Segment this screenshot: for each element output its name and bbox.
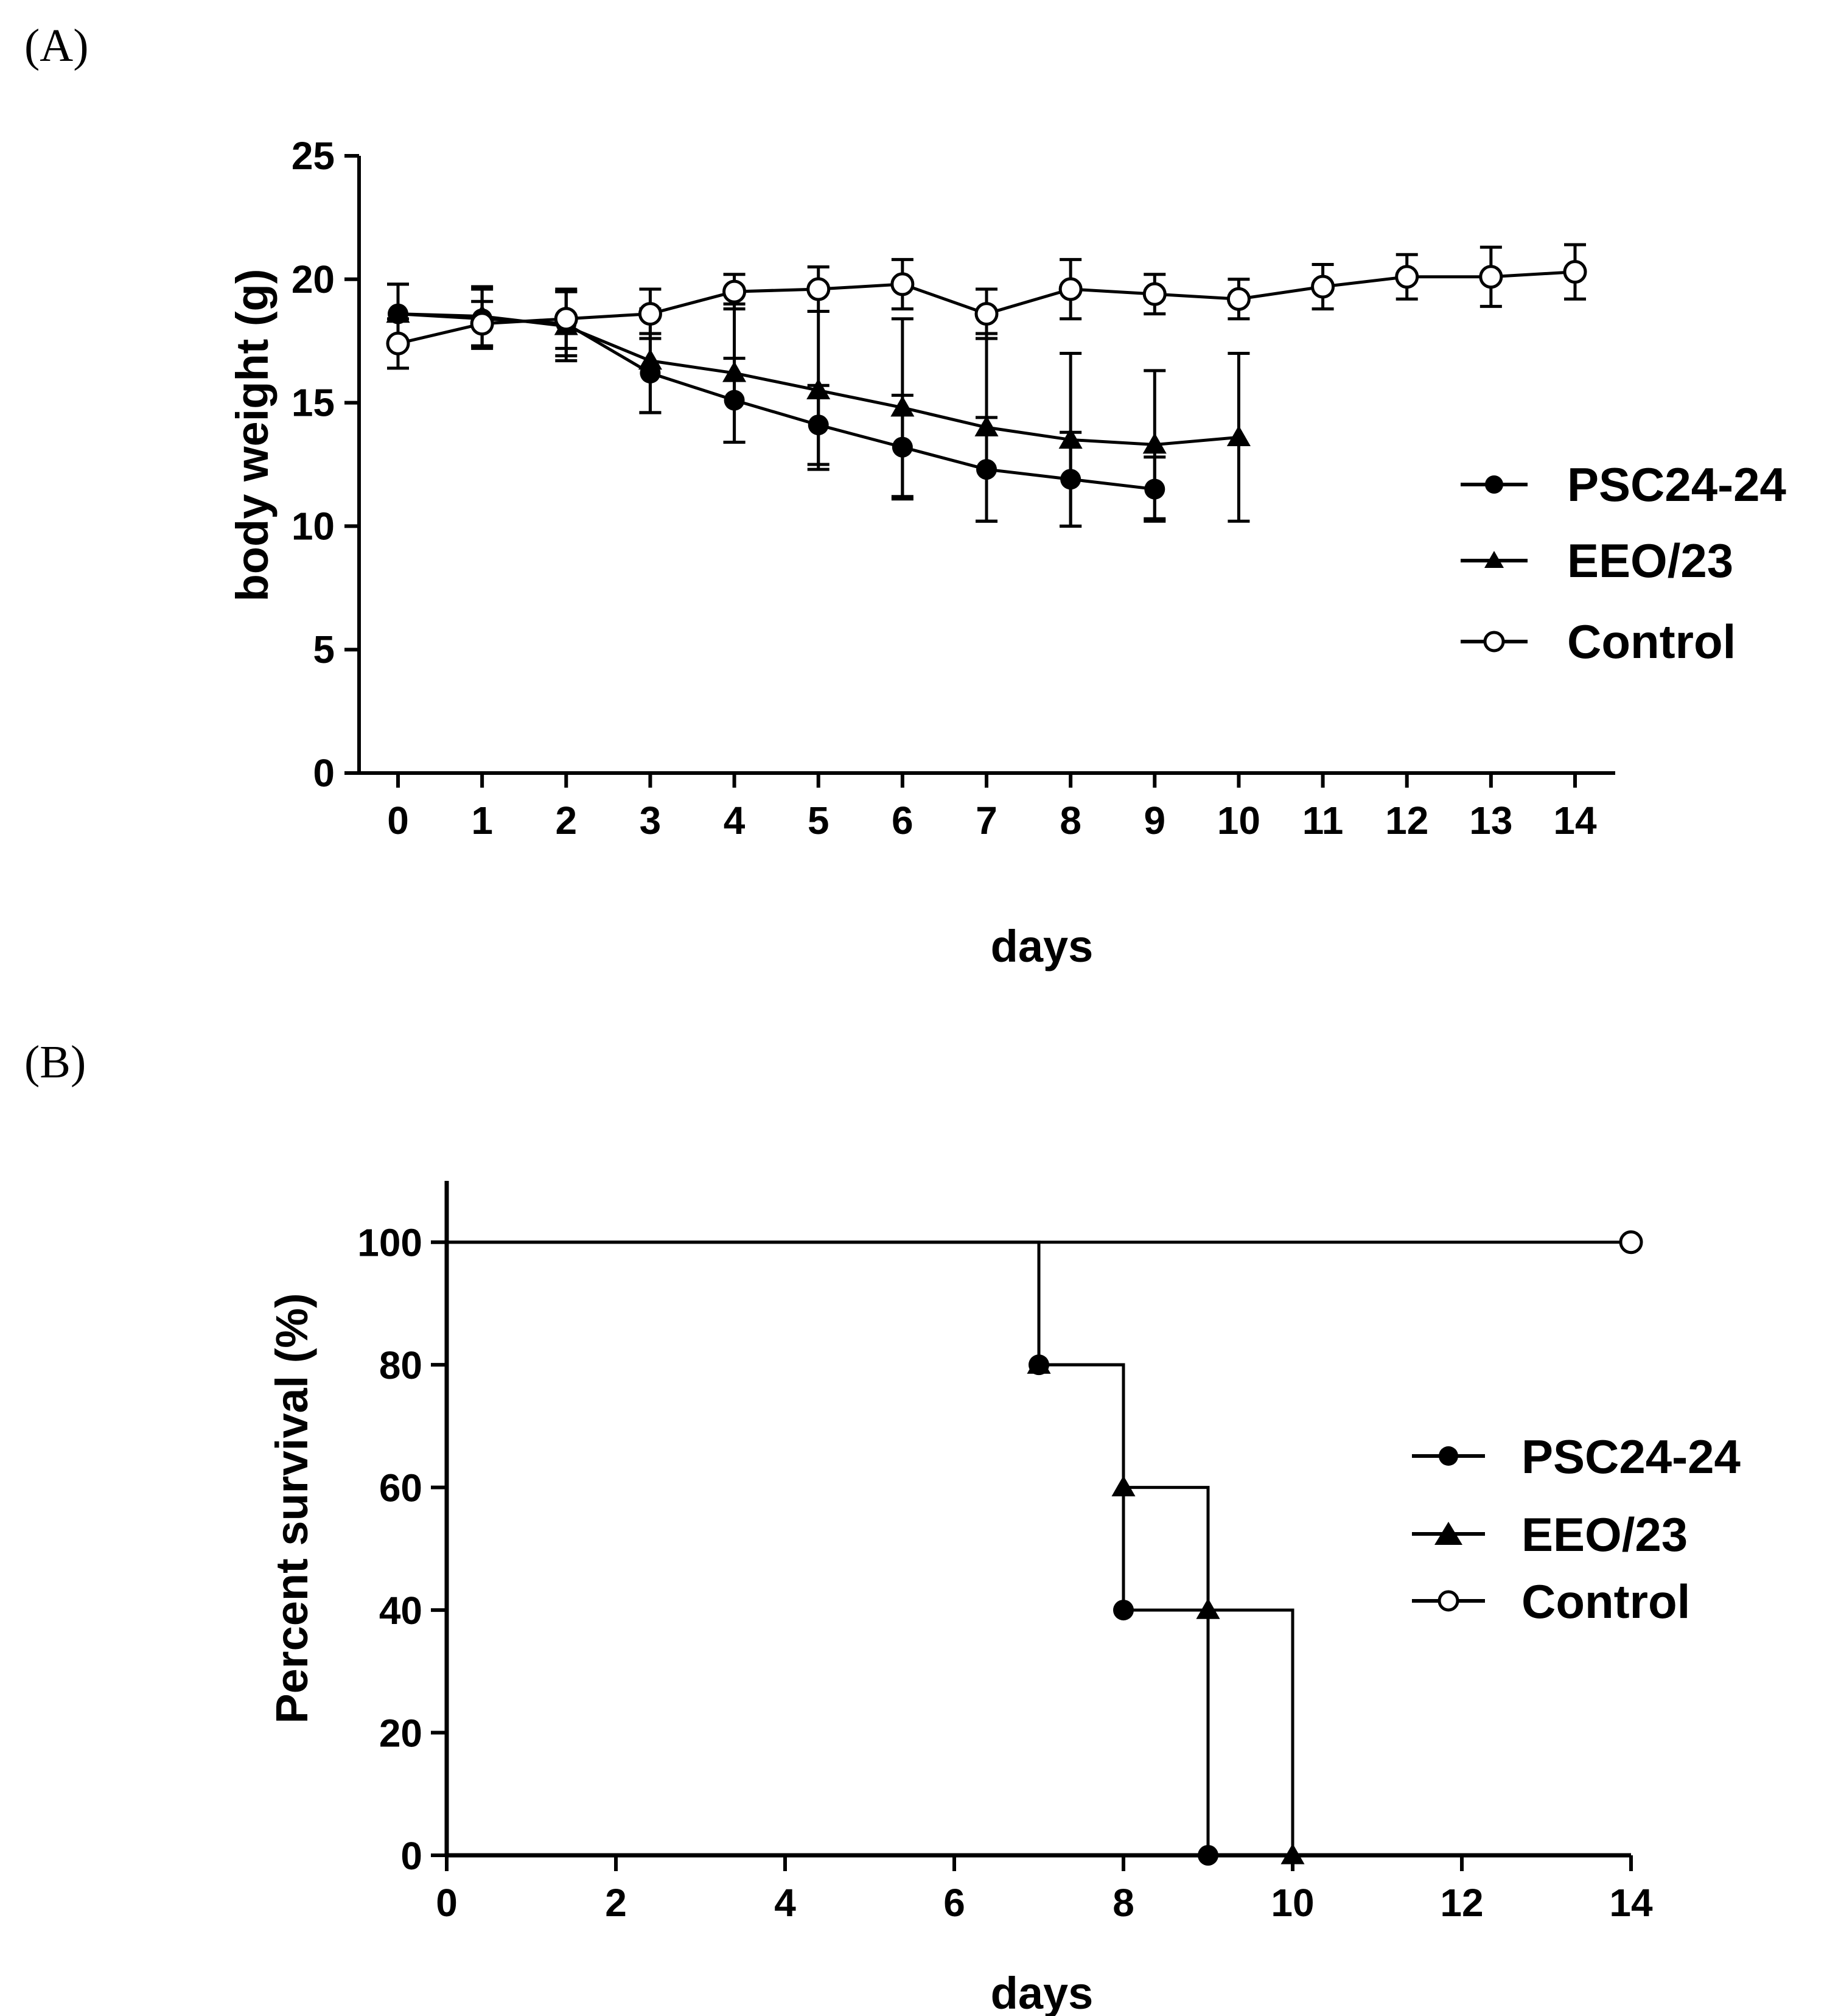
panel-b-y-tick-label: 80 bbox=[379, 1343, 422, 1387]
data-point-eeo-23 bbox=[806, 378, 831, 399]
panel-a-label: (A) bbox=[24, 20, 89, 71]
data-point-eeo-23 bbox=[1111, 1475, 1136, 1497]
data-point-psc24-24 bbox=[1113, 1600, 1134, 1621]
panel-b-legend: PSC24-24 EEO/23 Control bbox=[1412, 1430, 1741, 1628]
panel-b-y-tick-label: 20 bbox=[379, 1712, 422, 1755]
data-point-control bbox=[470, 312, 494, 336]
series-eeo-23 bbox=[447, 1241, 1631, 1864]
panel-a-x-tick-label: 12 bbox=[1385, 799, 1428, 842]
data-point-eeo-23 bbox=[974, 415, 999, 436]
panel-b-axes: 0 20 40 60 80 100 0 2 4 6 8 10 12 14 bbox=[357, 1181, 1653, 1925]
data-point-control bbox=[638, 302, 662, 326]
panel-a-x-tick-label: 4 bbox=[724, 799, 746, 842]
data-point-control bbox=[1311, 275, 1335, 299]
panel-a-x-tick-label: 5 bbox=[808, 799, 830, 842]
data-point-eeo-23 bbox=[1142, 433, 1167, 454]
panel-a-y-tick-label: 0 bbox=[313, 751, 335, 795]
panel-a-x-tick-label: 7 bbox=[976, 799, 997, 842]
panel-a-series bbox=[386, 243, 1587, 528]
legend-a-control-label: Control bbox=[1567, 615, 1736, 668]
panel-a-x-tick-label: 0 bbox=[387, 799, 409, 842]
panel-a-x-tick-label: 9 bbox=[1144, 799, 1165, 842]
panel-b-y-tick-label: 100 bbox=[357, 1221, 422, 1265]
panel-a-x-tick-label: 3 bbox=[640, 799, 662, 842]
panel-a-y-tick-label: 5 bbox=[313, 628, 335, 671]
legend-b-eeo23-label: EEO/23 bbox=[1521, 1508, 1688, 1561]
data-point-eeo-23 bbox=[1058, 427, 1083, 449]
panel-b-x-tick-label: 10 bbox=[1271, 1881, 1314, 1925]
data-point-control bbox=[1226, 287, 1251, 311]
data-point-eeo-23 bbox=[1280, 1843, 1305, 1864]
data-point-control bbox=[1479, 265, 1503, 289]
panel-a-x-tick-label: 13 bbox=[1469, 799, 1512, 842]
panel-a-y-tick-label: 20 bbox=[292, 257, 335, 301]
panel-a-x-tick-label: 8 bbox=[1060, 799, 1081, 842]
legend-a-eeo23-label: EEO/23 bbox=[1567, 534, 1733, 587]
data-point-control bbox=[974, 302, 999, 326]
data-point-eeo-23 bbox=[722, 361, 747, 382]
panel-b-survival: (B) days Percent survival (%) 0204060801… bbox=[24, 1037, 1741, 2016]
panel-b-x-tick-label: 8 bbox=[1113, 1881, 1134, 1925]
legend-b-control-label: Control bbox=[1521, 1575, 1690, 1628]
panel-a-x-tick-label: 6 bbox=[892, 799, 914, 842]
legend-b-psc24-24-marker bbox=[1439, 1446, 1458, 1466]
panel-b-x-tick-label: 0 bbox=[436, 1881, 458, 1925]
data-point-control bbox=[1395, 265, 1419, 289]
panel-a-y-tick-label: 10 bbox=[292, 504, 335, 548]
panel-a-x-tick-label: 1 bbox=[471, 799, 493, 842]
series-control bbox=[447, 1230, 1643, 1255]
panel-b-y-tick-label: 0 bbox=[400, 1834, 422, 1878]
panel-a-y-tick-label: 15 bbox=[292, 381, 335, 425]
panel-b-x-tick-label: 6 bbox=[943, 1881, 965, 1925]
panel-a-x-tick-label: 2 bbox=[555, 799, 577, 842]
data-point-control bbox=[806, 277, 831, 301]
panel-b-y-axis-title: Percent survival (%) bbox=[267, 1293, 317, 1723]
data-point-control bbox=[1619, 1230, 1643, 1255]
series-psc24-24-line bbox=[397, 312, 1155, 491]
panel-b-series bbox=[447, 1230, 1643, 1866]
panel-a-x-tick-label: 14 bbox=[1553, 799, 1597, 842]
panel-a-y-axis-title: body weight (g) bbox=[227, 269, 278, 602]
panel-b-x-tick-label: 14 bbox=[1609, 1881, 1653, 1925]
data-point-eeo-23 bbox=[638, 349, 662, 370]
legend-a-eeo23-marker bbox=[1484, 551, 1504, 568]
data-point-control bbox=[1563, 260, 1587, 284]
legend-b-psc24-24-label: PSC24-24 bbox=[1521, 1430, 1741, 1483]
series-control bbox=[386, 243, 1587, 370]
legend-a-control-marker bbox=[1483, 631, 1505, 653]
legend-b-eeo23-marker bbox=[1434, 1522, 1462, 1545]
data-point-eeo-23 bbox=[1196, 1598, 1220, 1619]
data-point-eeo-23 bbox=[1027, 1353, 1051, 1374]
series-psc24-24 bbox=[387, 282, 1166, 528]
panel-a-legend: PSC24-24 EEO/23 Control bbox=[1461, 458, 1786, 668]
data-point-control bbox=[1058, 277, 1083, 301]
data-point-psc24-24 bbox=[1198, 1845, 1218, 1866]
panel-a-x-axis-title: days bbox=[991, 921, 1094, 971]
data-point-control bbox=[554, 307, 578, 331]
legend-a-psc24-24-marker bbox=[1485, 475, 1503, 494]
data-point-eeo-23 bbox=[890, 396, 915, 417]
data-point-eeo-23 bbox=[1226, 425, 1251, 447]
panel-a-y-tick-label: 25 bbox=[292, 134, 335, 178]
data-point-control bbox=[1142, 282, 1167, 306]
data-point-control bbox=[722, 279, 747, 304]
panel-a-x-tick-label: 11 bbox=[1302, 799, 1344, 842]
data-point-control bbox=[890, 272, 915, 296]
panel-b-x-axis-title: days bbox=[991, 1968, 1094, 2016]
panel-b-y-tick-label: 60 bbox=[379, 1466, 422, 1510]
legend-a-psc24-24-label: PSC24-24 bbox=[1567, 458, 1786, 511]
panel-b-x-tick-label: 4 bbox=[774, 1881, 796, 1925]
panel-b-label: (B) bbox=[24, 1037, 86, 1088]
legend-b-control-marker bbox=[1437, 1590, 1459, 1612]
panel-b-x-tick-label: 2 bbox=[605, 1881, 627, 1925]
panel-a-x-tick-label: 10 bbox=[1217, 799, 1260, 842]
panel-b-x-tick-label: 12 bbox=[1440, 1881, 1483, 1925]
data-point-control bbox=[386, 331, 410, 355]
panel-b-y-tick-label: 40 bbox=[379, 1589, 422, 1633]
series-eeo-23-step-line bbox=[447, 1241, 1631, 1857]
